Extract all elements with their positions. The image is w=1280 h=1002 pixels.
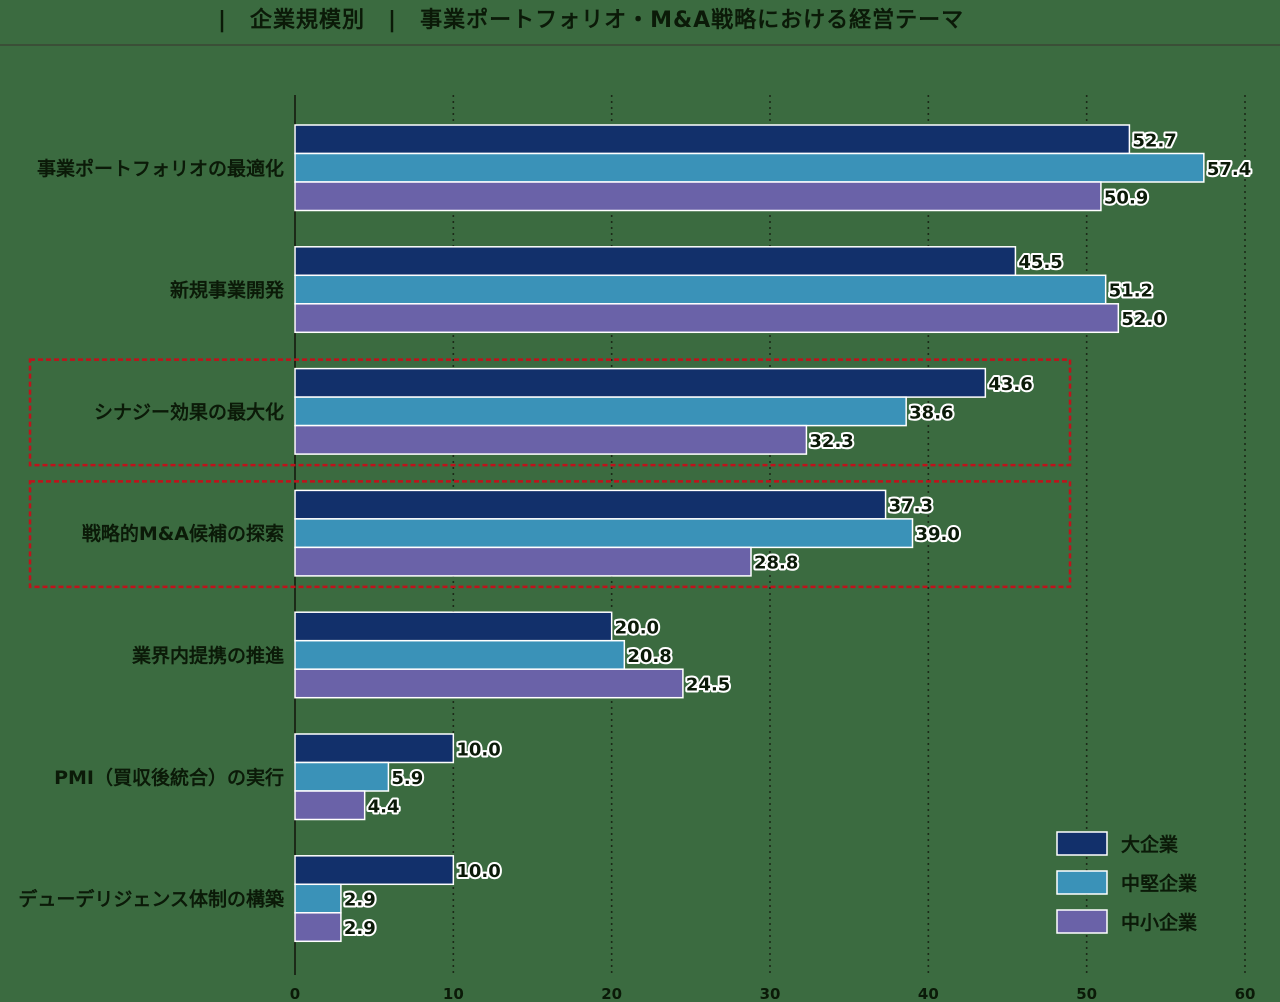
bar	[294, 152, 1205, 183]
bar	[294, 181, 1102, 212]
category-label: 戦略的M&A候補の探索	[82, 522, 284, 545]
title-divider	[0, 44, 1280, 46]
bar	[294, 733, 455, 764]
data-label: 51.2	[1109, 281, 1153, 302]
bar	[294, 611, 613, 642]
bar	[294, 883, 342, 914]
x-tick-label: 30	[760, 985, 781, 1002]
x-tick-label: 0	[290, 985, 300, 1002]
category-label: 事業ポートフォリオの最適化	[37, 157, 284, 180]
category-label: デューデリジェンス体制の構築	[18, 888, 285, 911]
bar	[294, 761, 390, 792]
data-label: 57.4	[1207, 159, 1251, 180]
data-label: 32.3	[809, 431, 853, 452]
category-label: 業界内提携の推進	[131, 644, 284, 667]
category-label: PMI（買収後統合）の実行	[54, 766, 284, 789]
highlight-box	[28, 480, 1072, 589]
bar	[294, 912, 342, 943]
bar	[294, 546, 752, 577]
data-label: 20.0	[615, 617, 659, 638]
x-tick-label: 10	[443, 985, 464, 1002]
bar	[294, 855, 455, 886]
title-bar: | 企業規模別 | 事業ポートフォリオ・M&A戦略における経営テーマ	[0, 0, 1280, 46]
bar	[294, 424, 808, 455]
data-label: 39.0	[916, 524, 960, 545]
data-label: 24.5	[686, 674, 730, 695]
data-label: 20.8	[627, 646, 671, 667]
data-label: 52.7	[1132, 130, 1176, 151]
data-label: 28.8	[754, 553, 798, 574]
data-label: 5.9	[391, 768, 423, 789]
x-tick-label: 60	[1235, 985, 1256, 1002]
category-label: シナジー効果の最大化	[94, 400, 284, 423]
legend-label: 大企業	[1121, 833, 1179, 856]
data-label: 50.9	[1104, 187, 1148, 208]
x-tick-label: 50	[1076, 985, 1097, 1002]
bar	[294, 303, 1120, 334]
bar	[294, 639, 626, 670]
category-label: 新規事業開発	[170, 279, 285, 302]
data-label: 2.9	[344, 890, 376, 911]
bar	[294, 246, 1017, 277]
data-label: 45.5	[1018, 252, 1062, 273]
bar	[294, 367, 987, 398]
legend-swatch	[1056, 909, 1108, 934]
bar	[294, 790, 366, 821]
highlight-box	[28, 358, 1072, 467]
chart-title: | 企業規模別 | 事業ポートフォリオ・M&A戦略における経営テーマ	[218, 8, 965, 33]
bar	[294, 274, 1107, 305]
data-label: 4.4	[368, 796, 400, 817]
bar	[294, 668, 684, 699]
x-tick-label: 40	[918, 985, 939, 1002]
legend-swatch	[1056, 870, 1108, 895]
legend-label: 中小企業	[1121, 911, 1198, 934]
legend-swatch	[1056, 831, 1108, 856]
data-label: 10.0	[456, 739, 500, 760]
data-label: 38.6	[909, 402, 953, 423]
bar	[294, 518, 914, 549]
data-label: 52.0	[1121, 309, 1165, 330]
data-label: 2.9	[344, 918, 376, 939]
bar	[294, 489, 887, 520]
data-label: 10.0	[456, 861, 500, 882]
bar	[294, 396, 907, 427]
data-label: 37.3	[889, 496, 933, 517]
legend-label: 中堅企業	[1121, 872, 1198, 895]
bar	[294, 124, 1131, 155]
data-label: 43.6	[988, 374, 1032, 395]
x-tick-label: 20	[601, 985, 622, 1002]
